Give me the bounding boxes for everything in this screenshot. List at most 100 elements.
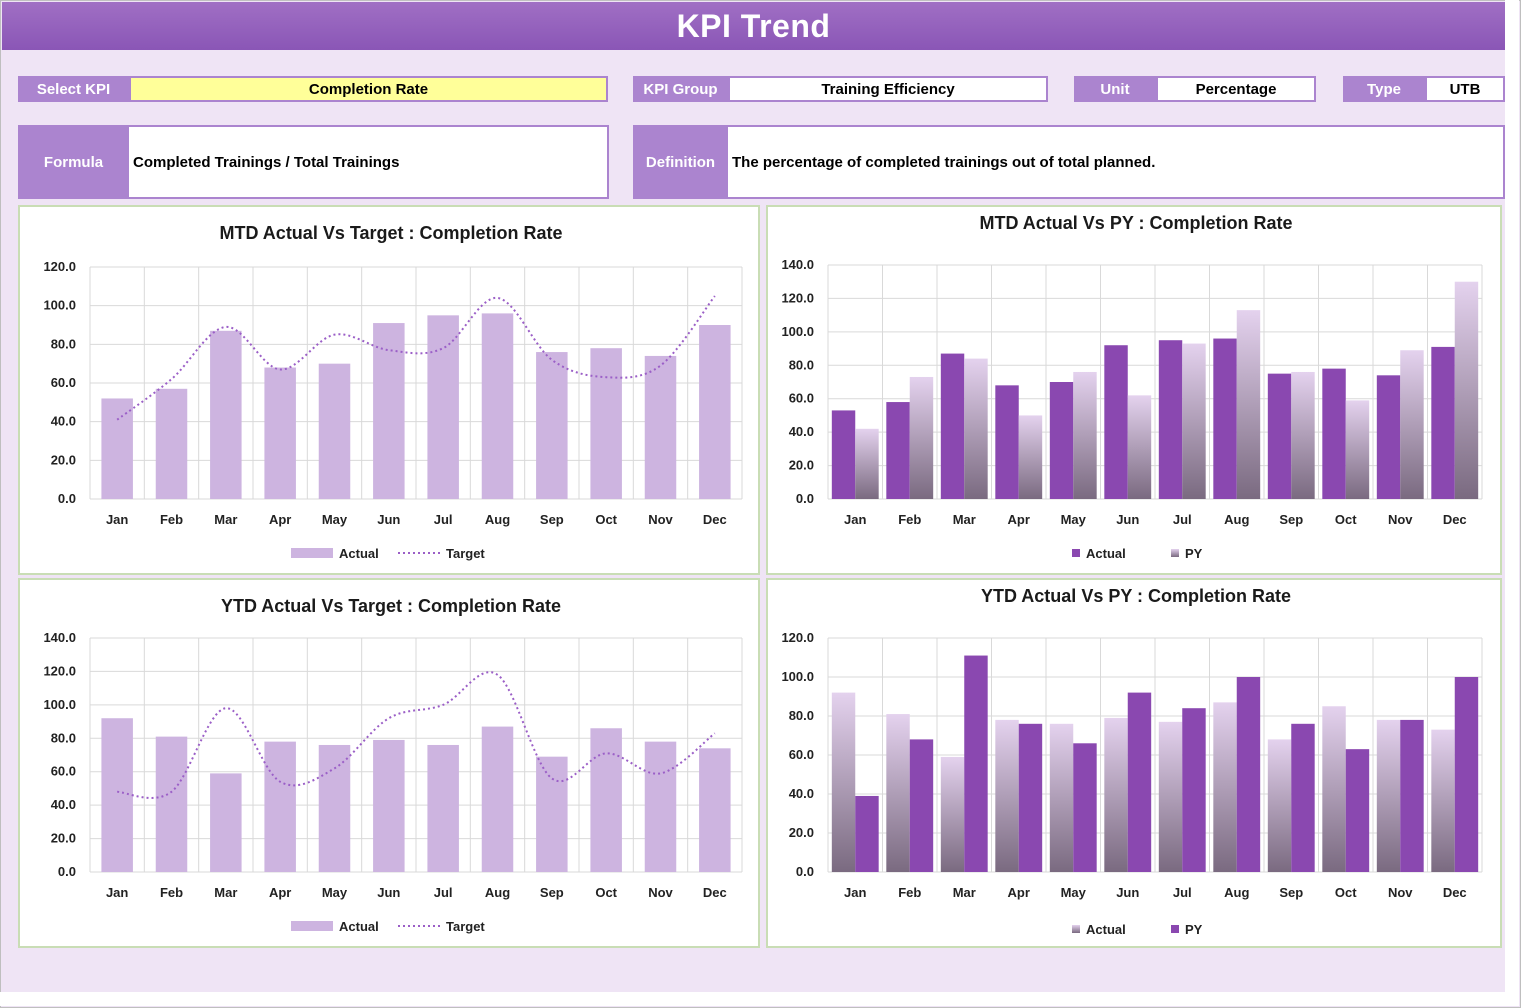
bar-py[interactable] <box>1291 723 1315 872</box>
y-tick-label: 60.0 <box>51 375 76 390</box>
x-tick-label: Nov <box>648 512 673 527</box>
bar-actual[interactable] <box>318 744 351 872</box>
x-tick-label: Dec <box>1443 885 1467 900</box>
bar-actual[interactable] <box>481 313 514 499</box>
bar-actual[interactable] <box>1431 346 1455 499</box>
select-kpi-dropdown[interactable]: Completion Rate <box>129 76 608 102</box>
legend-swatch-actual <box>291 548 333 558</box>
legend-swatch-actual <box>1072 925 1080 933</box>
bar-py[interactable] <box>1018 723 1043 872</box>
bar-actual[interactable] <box>590 728 622 872</box>
chart-panel-ytd-py[interactable]: YTD Actual Vs PY : Completion Rate 0.0 20.… <box>766 578 1502 948</box>
bar-actual[interactable] <box>831 692 856 872</box>
bar-actual[interactable] <box>210 330 242 499</box>
bar-actual[interactable] <box>831 410 856 499</box>
bar-actual[interactable] <box>1213 702 1237 872</box>
bar-actual[interactable] <box>1213 338 1237 499</box>
bar-py[interactable] <box>1345 749 1370 872</box>
y-tick-label: 60.0 <box>789 747 814 762</box>
bar-actual[interactable] <box>1104 717 1128 872</box>
bar-py[interactable] <box>1454 281 1479 499</box>
chart-legend: Actual PY <box>1072 546 1203 561</box>
bar-actual[interactable] <box>318 363 351 499</box>
bar-py[interactable] <box>1182 708 1206 872</box>
chart-panel-mtd-py[interactable]: MTD Actual Vs PY : Completion Rate 0.0 20.… <box>766 205 1502 575</box>
bar-actual[interactable] <box>644 355 677 499</box>
sheet-edge-bottom <box>0 992 1519 1006</box>
bar-actual[interactable] <box>1322 706 1346 872</box>
bar-actual[interactable] <box>699 748 731 872</box>
bar-py[interactable] <box>1291 371 1315 499</box>
bar-actual[interactable] <box>1376 719 1401 872</box>
bar-py[interactable] <box>1236 310 1261 499</box>
x-tick-label: Jun <box>377 885 400 900</box>
y-tick-label: 0.0 <box>58 864 76 879</box>
legend-label-actual: Actual <box>339 919 379 934</box>
x-tick-label: Oct <box>595 885 617 900</box>
x-tick-label: Nov <box>1388 885 1413 900</box>
x-tick-label: Jul <box>434 885 453 900</box>
y-tick-label: 60.0 <box>789 391 814 406</box>
chart-panel-mtd-target[interactable]: MTD Actual Vs Target : Completion Rate 0.… <box>18 205 760 575</box>
y-tick-label: 40.0 <box>51 797 76 812</box>
bar-py[interactable] <box>1400 350 1424 499</box>
bar-actual[interactable] <box>536 756 568 872</box>
bar-actual[interactable] <box>1267 373 1292 499</box>
x-tick-label: Sep <box>1279 512 1303 527</box>
chart-title: YTD Actual Vs PY : Completion Rate <box>981 586 1291 606</box>
bar-actual[interactable] <box>1158 340 1183 499</box>
bar-actual[interactable] <box>1104 345 1128 499</box>
bar-actual[interactable] <box>886 402 910 499</box>
bar-py[interactable] <box>1018 415 1043 499</box>
x-tick-label: Jan <box>106 512 128 527</box>
bar-actual[interactable] <box>101 718 133 872</box>
x-tick-label: Jun <box>1116 885 1139 900</box>
bar-actual[interactable] <box>1267 739 1292 872</box>
chart-panel-ytd-target[interactable]: YTD Actual Vs Target : Completion Rate 0.… <box>18 578 760 948</box>
bar-actual[interactable] <box>155 388 188 499</box>
bar-py[interactable] <box>1127 395 1152 499</box>
bar-actual[interactable] <box>699 325 731 499</box>
bar-actual[interactable] <box>427 744 459 872</box>
bar-actual[interactable] <box>264 741 296 872</box>
bar-py[interactable] <box>1454 677 1479 872</box>
line-target[interactable] <box>116 295 716 421</box>
bar-py[interactable] <box>855 428 879 499</box>
bar-py[interactable] <box>1182 343 1206 499</box>
bar-actual[interactable] <box>481 726 514 872</box>
bar-py[interactable] <box>1127 692 1152 872</box>
bar-py[interactable] <box>909 739 934 872</box>
bar-actual[interactable] <box>590 348 622 499</box>
bar-actual[interactable] <box>264 367 296 499</box>
bar-actual[interactable] <box>940 756 965 872</box>
bar-py[interactable] <box>1073 371 1097 499</box>
bar-actual[interactable] <box>101 398 133 499</box>
bar-actual[interactable] <box>427 315 459 499</box>
bar-py[interactable] <box>1345 400 1370 499</box>
bar-actual[interactable] <box>1049 382 1074 499</box>
bar-py[interactable] <box>1236 677 1261 872</box>
bar-actual[interactable] <box>1431 729 1455 872</box>
bar-actual[interactable] <box>536 352 568 499</box>
bar-py[interactable] <box>855 795 879 872</box>
bar-actual[interactable] <box>995 719 1019 872</box>
bar-actual[interactable] <box>1322 368 1346 499</box>
bar-actual[interactable] <box>886 714 910 872</box>
bar-py[interactable] <box>909 376 934 499</box>
bar-actual[interactable] <box>373 739 405 872</box>
y-tick-label: 20.0 <box>789 458 814 473</box>
bar-actual[interactable] <box>1158 721 1183 872</box>
bar-py[interactable] <box>1400 719 1424 872</box>
bar-actual[interactable] <box>940 353 965 499</box>
bar-actual[interactable] <box>644 741 677 872</box>
bar-py[interactable] <box>964 655 988 872</box>
bar-py[interactable] <box>1073 743 1097 872</box>
bar-actual[interactable] <box>155 736 188 872</box>
bar-actual[interactable] <box>1376 375 1401 499</box>
bar-actual[interactable] <box>210 773 242 872</box>
legend-label-actual: Actual <box>1086 546 1126 561</box>
bar-actual[interactable] <box>995 385 1019 499</box>
bar-actual[interactable] <box>373 323 405 499</box>
bar-py[interactable] <box>964 358 988 499</box>
bar-actual[interactable] <box>1049 723 1074 872</box>
